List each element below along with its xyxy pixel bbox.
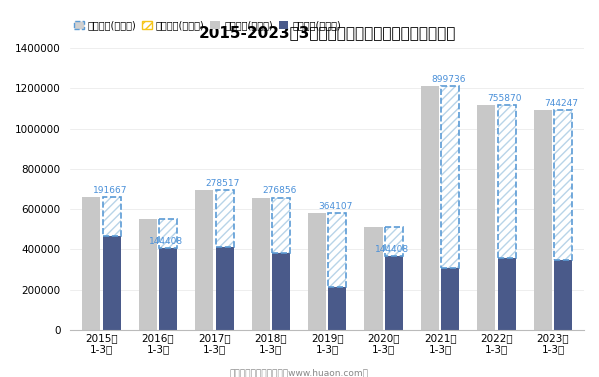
Title: 2015-2023年3月河南省外商投资企业进出口差额图: 2015-2023年3月河南省外商投资企业进出口差额图 [198, 25, 456, 40]
Bar [159, 248, 177, 330]
Text: 364107: 364107 [319, 202, 353, 211]
Text: 899736: 899736 [431, 75, 465, 84]
Bar [102, 236, 120, 330]
Bar [498, 105, 516, 258]
Text: 755870: 755870 [488, 94, 522, 103]
Bar [477, 105, 495, 330]
Bar [498, 105, 516, 258]
Bar [554, 261, 572, 330]
Bar [272, 198, 290, 253]
Text: 制图：华经产业研究院（www.huaon.com）: 制图：华经产业研究院（www.huaon.com） [230, 368, 369, 377]
Bar [308, 213, 326, 330]
Text: 191667: 191667 [93, 185, 127, 195]
Bar [272, 198, 290, 253]
Bar [195, 190, 213, 330]
Bar [554, 110, 572, 261]
Text: 744247: 744247 [544, 99, 578, 108]
Bar [82, 197, 101, 330]
Bar [328, 213, 346, 287]
Bar [421, 86, 439, 330]
Text: 144408: 144408 [149, 237, 183, 246]
Bar [441, 86, 459, 268]
Bar [272, 253, 290, 330]
Bar [159, 219, 177, 248]
Bar [252, 198, 270, 330]
Bar [102, 197, 120, 236]
Text: 144408: 144408 [375, 245, 409, 254]
Bar [328, 213, 346, 287]
Bar [102, 197, 120, 236]
Bar [441, 268, 459, 330]
Bar [328, 287, 346, 330]
Text: 276856: 276856 [262, 186, 297, 195]
Bar [385, 256, 403, 330]
Bar [554, 110, 572, 261]
Bar [534, 110, 552, 330]
Bar [498, 258, 516, 330]
Bar [159, 219, 177, 248]
Bar [385, 227, 403, 256]
Bar [441, 86, 459, 268]
Bar [385, 227, 403, 256]
Legend: 贸易顺差(万美元), 贸易逆差(万美元), 出口总额(万美元), 进口总额(万美元): 贸易顺差(万美元), 贸易逆差(万美元), 出口总额(万美元), 进口总额(万美… [70, 16, 345, 34]
Bar [216, 190, 234, 247]
Text: 278517: 278517 [205, 179, 240, 188]
Bar [216, 190, 234, 247]
Bar [216, 247, 234, 330]
Bar [364, 227, 383, 330]
Bar [139, 219, 157, 330]
